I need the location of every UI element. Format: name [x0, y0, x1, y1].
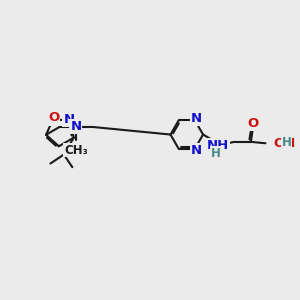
Text: O: O	[48, 112, 59, 124]
Text: H: H	[211, 147, 220, 160]
Text: H: H	[282, 136, 291, 149]
Text: N: N	[191, 112, 202, 125]
Text: N: N	[191, 144, 202, 158]
Text: NH: NH	[207, 139, 229, 152]
Text: OH: OH	[274, 137, 296, 150]
Text: N: N	[70, 120, 81, 133]
Text: CH₃: CH₃	[64, 144, 88, 157]
Text: N: N	[64, 113, 75, 126]
Text: O: O	[248, 117, 259, 130]
